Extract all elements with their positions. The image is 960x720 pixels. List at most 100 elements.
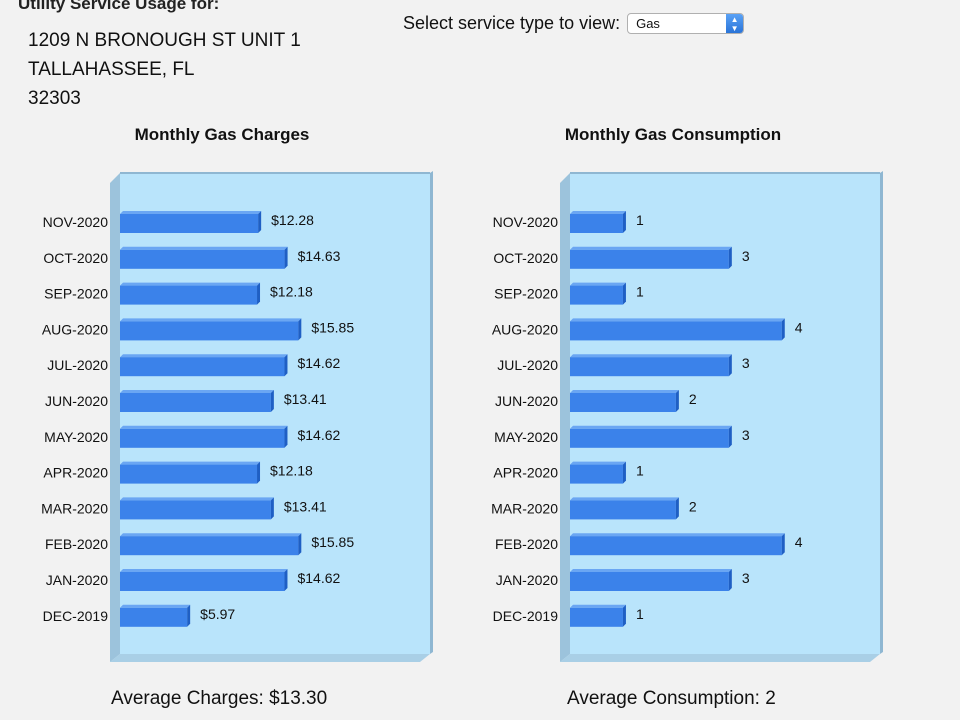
bar (570, 536, 782, 556)
bar-side (781, 318, 785, 341)
bar (120, 214, 259, 233)
bar-top (570, 604, 626, 608)
data-label: 2 (689, 498, 697, 514)
data-label: 4 (795, 534, 803, 550)
bar-top (120, 282, 261, 286)
service-type-select[interactable]: Gas ▲ ▼ (627, 13, 745, 34)
bar-top (570, 246, 732, 250)
category-label: JUL-2020 (47, 357, 108, 373)
bar (570, 464, 623, 484)
category-label: JUL-2020 (497, 357, 558, 373)
bar (120, 500, 271, 520)
category-label: JUN-2020 (45, 393, 108, 409)
category-label: MAR-2020 (491, 500, 558, 516)
service-type-selector: Select service type to view: Gas ▲ ▼ (403, 13, 745, 34)
bar-top (570, 569, 732, 572)
address-line-zip: 32303 (28, 88, 81, 109)
bar-top (120, 533, 302, 537)
bar-top (570, 211, 626, 214)
bar-side (781, 533, 785, 556)
service-type-selected-value: Gas (636, 16, 660, 31)
data-label: $15.85 (311, 534, 354, 550)
bar-top (120, 569, 288, 572)
data-label: 4 (795, 319, 803, 335)
data-label: $12.18 (270, 284, 313, 300)
bar (570, 249, 729, 269)
data-label: 3 (742, 427, 750, 443)
average-charges: Average Charges: $13.30 (111, 688, 328, 709)
category-label: NOV-2020 (493, 214, 559, 230)
bar-top (570, 354, 732, 358)
category-label: MAY-2020 (494, 429, 558, 445)
data-label: $14.62 (297, 355, 340, 371)
bar (570, 285, 623, 305)
category-label: APR-2020 (43, 465, 108, 481)
data-label: $12.28 (271, 212, 314, 228)
bar-side (284, 425, 288, 448)
bar-side (675, 390, 679, 412)
bar-side (728, 354, 732, 377)
category-label: OCT-2020 (43, 250, 108, 266)
service-address: 1209 N BRONOUGH ST UNIT 1 TALLAHASSEE, F… (28, 26, 301, 113)
data-label: $12.18 (270, 463, 313, 479)
category-label: JAN-2020 (496, 572, 558, 588)
data-label: 3 (742, 248, 750, 264)
bar-top (120, 211, 262, 214)
select-updown-icon[interactable]: ▲ ▼ (726, 14, 744, 33)
address-line-city: TALLAHASSEE, FL (28, 59, 195, 80)
bar-top (570, 425, 732, 429)
bar-side (270, 390, 274, 412)
bar (570, 500, 676, 520)
category-label: AUG-2020 (42, 321, 108, 337)
bar-side (622, 211, 626, 233)
bar-top (570, 497, 679, 501)
category-label: SEP-2020 (44, 286, 108, 302)
category-label: APR-2020 (493, 465, 558, 481)
data-label: $14.62 (297, 427, 340, 443)
bar-side (728, 246, 732, 269)
bar-top (570, 533, 785, 537)
category-label: AUG-2020 (492, 321, 558, 337)
data-label: $5.97 (200, 606, 235, 622)
bar-side (622, 282, 626, 305)
data-label: 1 (636, 463, 644, 479)
bar (120, 607, 188, 627)
charges-plot-left-wall (110, 173, 120, 662)
bar-side (257, 282, 261, 305)
bar-top (120, 246, 288, 250)
bar-side (298, 318, 302, 341)
category-label: OCT-2020 (493, 250, 558, 266)
bar-side (728, 425, 732, 448)
bar-side (298, 533, 302, 556)
data-label: $14.63 (298, 248, 341, 264)
category-label: NOV-2020 (43, 214, 109, 230)
bar (120, 321, 299, 341)
bar-side (284, 569, 288, 591)
bar (570, 393, 676, 412)
consumption-plot-floor (560, 654, 880, 662)
bar (120, 249, 285, 269)
bar (120, 428, 285, 448)
category-label: MAY-2020 (44, 429, 108, 445)
bar-side (675, 497, 679, 520)
page-title: Utility Service Usage for: (18, 0, 220, 13)
bar (120, 464, 258, 484)
bar (120, 357, 285, 377)
category-label: DEC-2019 (493, 608, 559, 624)
charges-chart: NOV-2020 $12.28 OCT-2020 $14.63 SEP-2020 $12.… (41, 171, 433, 662)
charges-plot-floor (110, 654, 430, 662)
address-line-street: 1209 N BRONOUGH ST UNIT 1 (28, 30, 301, 51)
average-consumption: Average Consumption: 2 (567, 688, 776, 709)
category-label: JAN-2020 (46, 572, 108, 588)
bar-side (284, 246, 288, 269)
bar-top (120, 461, 261, 465)
bar (570, 607, 623, 627)
bar-top (120, 425, 288, 429)
bar (120, 572, 285, 591)
consumption-plot-left-wall (560, 173, 570, 662)
data-label: $13.41 (284, 391, 327, 407)
bar-side (270, 497, 274, 520)
data-label: 3 (742, 570, 750, 586)
bar-top (120, 318, 302, 322)
